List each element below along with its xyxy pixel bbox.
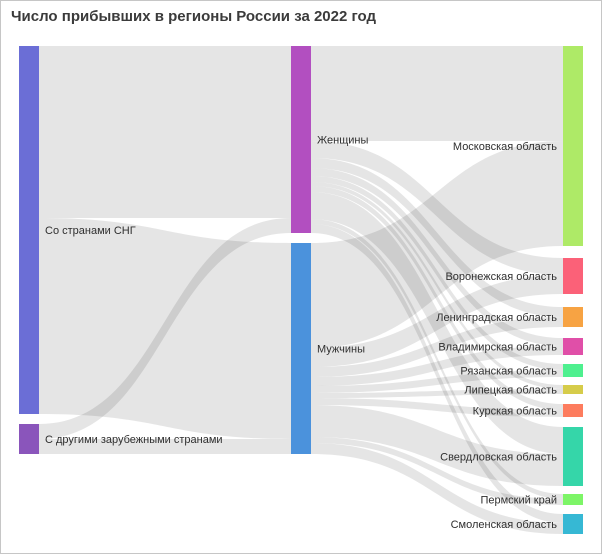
chart-title: Число прибывших в регионы России за 2022… (11, 8, 377, 25)
sankey-link-men-leningrad[interactable] (311, 317, 563, 377)
sankey-link-men-moscow[interactable] (311, 141, 563, 348)
sankey-link-women-sverdlovsk[interactable] (311, 192, 563, 454)
sankey-link-women-lipetsk[interactable] (311, 182, 563, 389)
sankey-link-men-voronezh[interactable] (311, 275, 563, 367)
sankey-node-label-perm: Пермский край (480, 495, 557, 507)
sankey-link-cis-women[interactable] (39, 46, 291, 218)
sankey-link-women-vladimir[interactable] (311, 168, 563, 346)
sankey-link-men-kursk[interactable] (311, 398, 563, 417)
sankey-node-other[interactable] (19, 424, 39, 454)
sankey-node-ryazan[interactable] (563, 364, 583, 377)
sankey-node-smolensk[interactable] (563, 514, 583, 534)
sankey-link-women-voronezh[interactable] (311, 141, 563, 275)
sankey-node-label-ryazan: Рязанская область (460, 366, 557, 378)
sankey-node-voronezh[interactable] (563, 258, 583, 294)
sankey-node-label-vladimir: Владимирская область (438, 342, 557, 354)
sankey-node-cis[interactable] (19, 46, 39, 414)
sankey-node-label-kursk: Курская область (473, 406, 558, 418)
sankey-node-leningrad[interactable] (563, 307, 583, 327)
sankey-link-women-kursk[interactable] (311, 186, 563, 410)
sankey-node-label-lipetsk: Липецкая область (464, 385, 557, 397)
sankey-link-women-leningrad[interactable] (311, 158, 563, 317)
sankey-node-label-sverdlovsk: Свердловская область (440, 452, 557, 464)
sankey-node-label-voronezh: Воронежская область (445, 271, 557, 283)
sankey-link-men-sverdlovsk[interactable] (311, 405, 563, 486)
sankey-node-label-moscow: Московская область (453, 141, 557, 153)
sankey-node-label-cis: Со странами СНГ (45, 225, 136, 237)
sankey-link-cis-men[interactable] (39, 218, 291, 439)
sankey-link-men-smolensk[interactable] (311, 443, 563, 534)
sankey-node-perm[interactable] (563, 494, 583, 505)
sankey-node-kursk[interactable] (563, 404, 583, 417)
sankey-node-sverdlovsk[interactable] (563, 427, 583, 486)
sankey-node-lipetsk[interactable] (563, 385, 583, 394)
sankey-link-other-women[interactable] (39, 218, 291, 439)
sankey-node-men[interactable] (291, 243, 311, 454)
sankey-link-men-ryazan[interactable] (311, 370, 563, 393)
sankey-link-men-perm[interactable] (311, 437, 563, 505)
sankey-node-label-women: Женщины (317, 135, 368, 147)
sankey-link-women-ryazan[interactable] (311, 176, 563, 370)
sankey-node-women[interactable] (291, 46, 311, 233)
sankey-link-women-smolensk[interactable] (311, 224, 563, 523)
sankey-link-other-men[interactable] (39, 439, 291, 454)
sankey-node-label-men: Мужчины (317, 344, 365, 356)
sankey-node-label-other: С другими зарубежными странами (45, 434, 223, 446)
sankey-link-men-lipetsk[interactable] (311, 389, 563, 398)
sankey-node-label-smolensk: Смоленская область (451, 519, 558, 531)
sankey-link-women-perm[interactable] (311, 219, 563, 499)
sankey-link-women-moscow[interactable] (311, 46, 563, 141)
sankey-node-vladimir[interactable] (563, 338, 583, 355)
sankey-node-label-leningrad: Ленинградская область (436, 312, 557, 324)
sankey-link-men-vladimir[interactable] (311, 346, 563, 386)
sankey-node-moscow[interactable] (563, 46, 583, 246)
